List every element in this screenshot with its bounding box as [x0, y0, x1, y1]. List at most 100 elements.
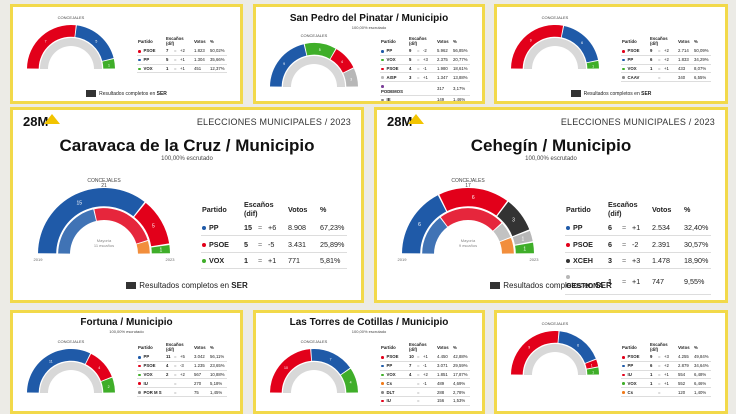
- municipality-title: Las Torres de Cotillas / Municipio: [289, 317, 449, 328]
- seats-sign: =: [417, 380, 420, 386]
- table-row: IU = 156 1,53%: [380, 396, 470, 406]
- seat-arc-label: 5: [152, 223, 155, 229]
- table-header-row: Partido Escaños (dif) Votos%: [621, 341, 711, 353]
- panel-middle-left: 28M ELECCIONES MUNICIPALES / 2023 Caravaca…: [10, 107, 364, 303]
- municipality-title: Cehegín / Municipio: [470, 136, 632, 155]
- votes-cell: 2.375: [436, 55, 452, 65]
- party-color-dot: [566, 242, 570, 247]
- seat-arc-label: 6: [472, 195, 475, 201]
- party-color-dot: [622, 391, 625, 394]
- table-row: VOX 4 = +2 1.851 17,87%: [380, 370, 470, 380]
- votes-cell: 1.478: [651, 252, 683, 270]
- seat-arc-2019: [58, 209, 97, 254]
- party-cell: VOX: [565, 294, 607, 300]
- party-name: IU: [627, 371, 632, 377]
- seat-arc-pp: [558, 331, 596, 363]
- table-row: PP 6 = +2 1.833 34,29%: [621, 55, 711, 65]
- column-header-3: %: [694, 38, 698, 44]
- party-name: PP: [143, 354, 150, 360]
- results-icon: [490, 282, 501, 290]
- concejales-label: CONCEJALES: [301, 339, 328, 344]
- party-cell: DLT: [380, 387, 408, 397]
- seat-arc-vox: [340, 368, 358, 393]
- column-header-1: Escaños (dif): [409, 342, 427, 352]
- seats-value: 9: [650, 354, 653, 360]
- party-cell: VOX: [201, 252, 243, 270]
- seats-cell: =: [165, 387, 193, 397]
- seats-diff: +2: [180, 371, 185, 377]
- results-footer[interactable]: Resultados completos en SER: [13, 90, 240, 97]
- seats-cell: 3 = +1: [408, 72, 436, 83]
- seats-diff: +1: [632, 276, 641, 286]
- election-header: ELECCIONES MUNICIPALES / 2023: [196, 117, 351, 127]
- seats-sign: =: [174, 354, 177, 360]
- column-header-3: %: [210, 38, 214, 44]
- table-row: VOX 1 = +1 552 6,46%: [621, 378, 711, 389]
- seats-cell: =: [408, 387, 436, 397]
- table-row: PP 6 = +2 2.879 34,64%: [621, 361, 711, 371]
- seats-diff: +1: [423, 354, 428, 360]
- percent-cell: 10,88%: [209, 370, 227, 380]
- seats-diff: -5: [268, 239, 275, 249]
- table-header-row: Partido Escaños (dif) Votos%: [201, 198, 347, 220]
- votes-cell: 340: [677, 72, 693, 83]
- seats-sign: =: [658, 389, 661, 395]
- table-row: VOX 1 = +1 771 5,81%: [201, 252, 347, 270]
- percent-cell: 3,17%: [452, 81, 470, 96]
- ser-brand: SER: [641, 90, 652, 97]
- party-name: IU: [143, 380, 148, 386]
- party-color-dot: [622, 373, 625, 377]
- column-header-1: Escaños (dif): [650, 36, 668, 46]
- results-footer[interactable]: Resultados completos en SER: [13, 281, 361, 290]
- party-name: GESTIONA: [566, 281, 604, 291]
- percent-cell: 9,55%: [683, 268, 711, 295]
- seats-sign: =: [417, 74, 420, 80]
- party-cell: PODEMOS: [380, 81, 408, 96]
- votes-cell: 747: [651, 268, 683, 295]
- results-footer[interactable]: Resultados completos en SER: [497, 90, 725, 97]
- seats-sign: =: [417, 65, 420, 71]
- seats-cell: [408, 95, 436, 101]
- table-row: AISP 3 = +1 1.347 13,88%: [380, 72, 470, 83]
- election-header: ELECCIONES MUNICIPALES / 2023: [560, 117, 715, 127]
- seats-diff: +5: [180, 354, 185, 360]
- column-header-2: Votos: [194, 38, 206, 44]
- seat-arc-2019: [39, 37, 103, 69]
- column-header-1: Escaños (dif): [650, 342, 668, 352]
- votes-cell: 317: [436, 81, 452, 96]
- seat-arc-psoe: [330, 49, 354, 73]
- seats-sign: =: [417, 363, 420, 369]
- seats-diff: +2: [180, 48, 185, 54]
- party-name: PP: [573, 223, 583, 233]
- votes-cell: 554: [677, 370, 693, 380]
- seats-value: 4: [409, 371, 412, 377]
- party-cell: PP: [621, 361, 649, 371]
- votes-cell: 3.071: [436, 361, 452, 371]
- seats-sign: =: [417, 371, 420, 377]
- table-row: PP 15 = +6 8.908 67,23%: [201, 220, 347, 237]
- seat-arc-2019: [94, 208, 148, 244]
- seat-arc-label: 4: [98, 366, 100, 370]
- seats-sign: =: [174, 57, 177, 63]
- seats-sign: =: [658, 363, 661, 369]
- percent-cell: 67,23%: [319, 220, 347, 237]
- concejales-label: CONCEJALES: [451, 178, 485, 184]
- column-header-2: Votos: [678, 344, 690, 350]
- mayoria-value: 9 escaños: [459, 243, 477, 248]
- seats-cell: 1 = +1: [649, 64, 677, 74]
- percent-cell: 18,61%: [452, 64, 470, 74]
- table-row: VOX 1 = +1 451 12,37%: [137, 64, 227, 74]
- table-row: IU 1 = +1 554 6,48%: [621, 370, 711, 380]
- party-name: CAAV: [627, 74, 640, 80]
- seats-diff: -2: [632, 239, 639, 249]
- percent-cell: 34,64%: [693, 361, 711, 371]
- party-cell: VOX: [380, 370, 408, 380]
- seat-arc-2019: [523, 37, 587, 69]
- party-name: PSOE: [386, 354, 399, 360]
- percent-cell: 1,40%: [693, 387, 711, 397]
- results-footer[interactable]: Resultados completos en SER: [377, 281, 725, 290]
- party-name: VOX: [386, 57, 396, 63]
- table-row: PP 5 = +1 1.304 35,66%: [137, 55, 227, 65]
- seat-arc-label: 5: [319, 48, 321, 52]
- party-cell: Cs: [621, 387, 649, 397]
